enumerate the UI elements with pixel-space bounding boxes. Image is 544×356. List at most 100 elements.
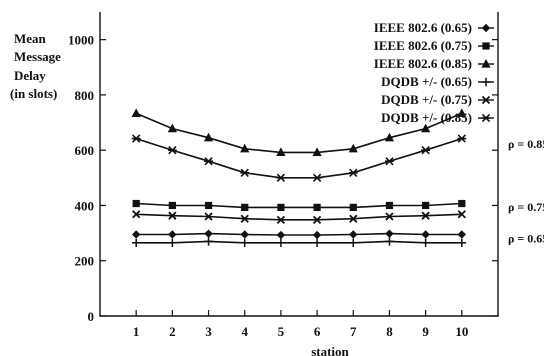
x-tick-label: 7 [350,324,357,339]
data-point-dqdb065 [312,238,322,247]
legend-marker-ieee075 [482,42,490,50]
y-tick-label: 200 [75,254,95,269]
series-line-ieee075 [136,202,462,209]
series-ieee065 [131,229,467,240]
data-point-ieee065 [312,230,322,240]
data-point-ieee075 [277,203,285,211]
annotations: ρ = 0.85 ρ = 0.75 ρ = 0.65 [508,137,544,246]
data-point-ieee085 [276,147,286,156]
legend-label-ieee085: IEEE 802.6 (0.85) [374,56,472,71]
series-group [131,108,467,247]
data-point-dqdb065 [131,238,141,247]
series-dqdb065 [131,237,467,247]
axis-frame [99,12,499,317]
legend-item-dqdb075: DQDB +/- (0.75) [381,92,494,107]
data-point-ieee085 [203,132,214,142]
rho-annotation: ρ = 0.65 [508,232,544,246]
y-tick-label: 600 [75,143,95,158]
data-point-ieee065 [276,230,286,240]
series-line-ieee065 [136,232,462,236]
legend-item-dqdb085: DQDB +/- (0.85) [381,110,494,125]
y-axis-label-line-3: Delay [14,68,46,83]
y-tick-label: 800 [75,88,95,103]
series-line-dqdb075 [136,213,462,221]
data-point-ieee085 [384,132,395,142]
legend-marker-ieee085 [481,59,491,68]
data-point-dqdb075 [240,214,249,223]
x-tick-label: 9 [422,324,429,339]
x-tick-label: 3 [205,324,212,339]
data-point-ieee075 [168,201,176,210]
data-point-ieee065 [204,229,213,238]
data-point-ieee075 [458,199,466,208]
y-axis-label-line-1: Mean [14,31,47,46]
data-point-dqdb065 [349,238,358,247]
data-point-dqdb085 [204,157,213,166]
y-tick-label: 400 [75,198,95,213]
legend: IEEE 802.6 (0.65) IEEE 802.6 (0.75) IEEE 8… [374,20,494,125]
data-point-ieee085 [312,147,322,156]
data-point-ieee085 [421,123,431,133]
data-point-dqdb065 [240,238,249,247]
x-tick-label: 1 [133,324,140,339]
data-point-ieee065 [385,229,394,238]
axes [99,12,499,317]
data-point-dqdb085 [312,173,322,182]
legend-item-ieee065: IEEE 802.6 (0.65) [374,20,494,35]
data-point-dqdb085 [348,168,358,178]
data-point-dqdb075 [168,211,177,220]
x-tick-label: 10 [455,324,468,339]
ticks: 0 200 400 600 800 1000 1 2 3 4 5 6 7 8 9 10 [68,33,498,339]
data-point-dqdb075 [349,214,358,223]
data-point-ieee075 [241,203,249,211]
rho-annotation: ρ = 0.75 [508,200,544,214]
x-tick-label: 6 [314,324,321,339]
data-point-dqdb085 [276,173,286,182]
legend-item-ieee075: IEEE 802.6 (0.75) [374,38,494,53]
x-tick-label: 8 [386,324,393,339]
data-point-dqdb075 [457,210,466,219]
data-point-dqdb065 [421,238,430,247]
y-axis-label-line-4: (in slots) [10,86,57,101]
x-tick-label: 4 [241,324,248,339]
data-point-dqdb075 [421,211,430,220]
series-dqdb075 [132,210,466,224]
data-point-ieee085 [167,123,177,133]
data-point-dqdb085 [240,168,250,178]
data-point-ieee085 [131,108,141,118]
legend-marker-dqdb085 [481,113,491,123]
data-point-dqdb085 [385,157,394,166]
data-point-ieee075 [204,201,213,210]
data-point-dqdb085 [421,146,431,155]
data-point-ieee075 [349,203,357,211]
legend-item-ieee085: IEEE 802.6 (0.85) [374,56,494,71]
data-point-dqdb065 [168,238,177,247]
y-axis-label-line-2: Message [14,49,61,64]
legend-label-dqdb075: DQDB +/- (0.75) [381,92,472,107]
data-point-ieee075 [313,203,321,211]
legend-marker-dqdb075 [481,95,491,105]
data-point-dqdb075 [132,210,141,219]
data-point-ieee075 [385,201,394,210]
data-point-dqdb065 [385,237,394,246]
data-point-dqdb085 [131,134,141,143]
data-point-ieee075 [132,199,140,208]
data-point-dqdb085 [457,134,467,143]
series-ieee085 [131,108,467,156]
series-line-ieee085 [135,112,463,154]
legend-item-dqdb065: DQDB +/- (0.65) [381,74,494,89]
data-point-dqdb065 [276,238,286,247]
data-point-dqdb075 [204,212,213,221]
legend-marker-dqdb065 [481,77,491,87]
x-tick-label: 5 [278,324,285,339]
legend-marker-ieee065 [481,23,491,33]
data-point-dqdb085 [167,146,177,155]
data-point-ieee085 [457,108,467,118]
legend-label-dqdb085: DQDB +/- (0.85) [381,110,472,125]
series-line-dqdb085 [135,137,463,179]
series-dqdb085 [131,134,467,182]
legend-label-dqdb065: DQDB +/- (0.65) [381,74,472,89]
x-tick-label: 2 [169,324,176,339]
data-point-ieee075 [422,201,430,210]
